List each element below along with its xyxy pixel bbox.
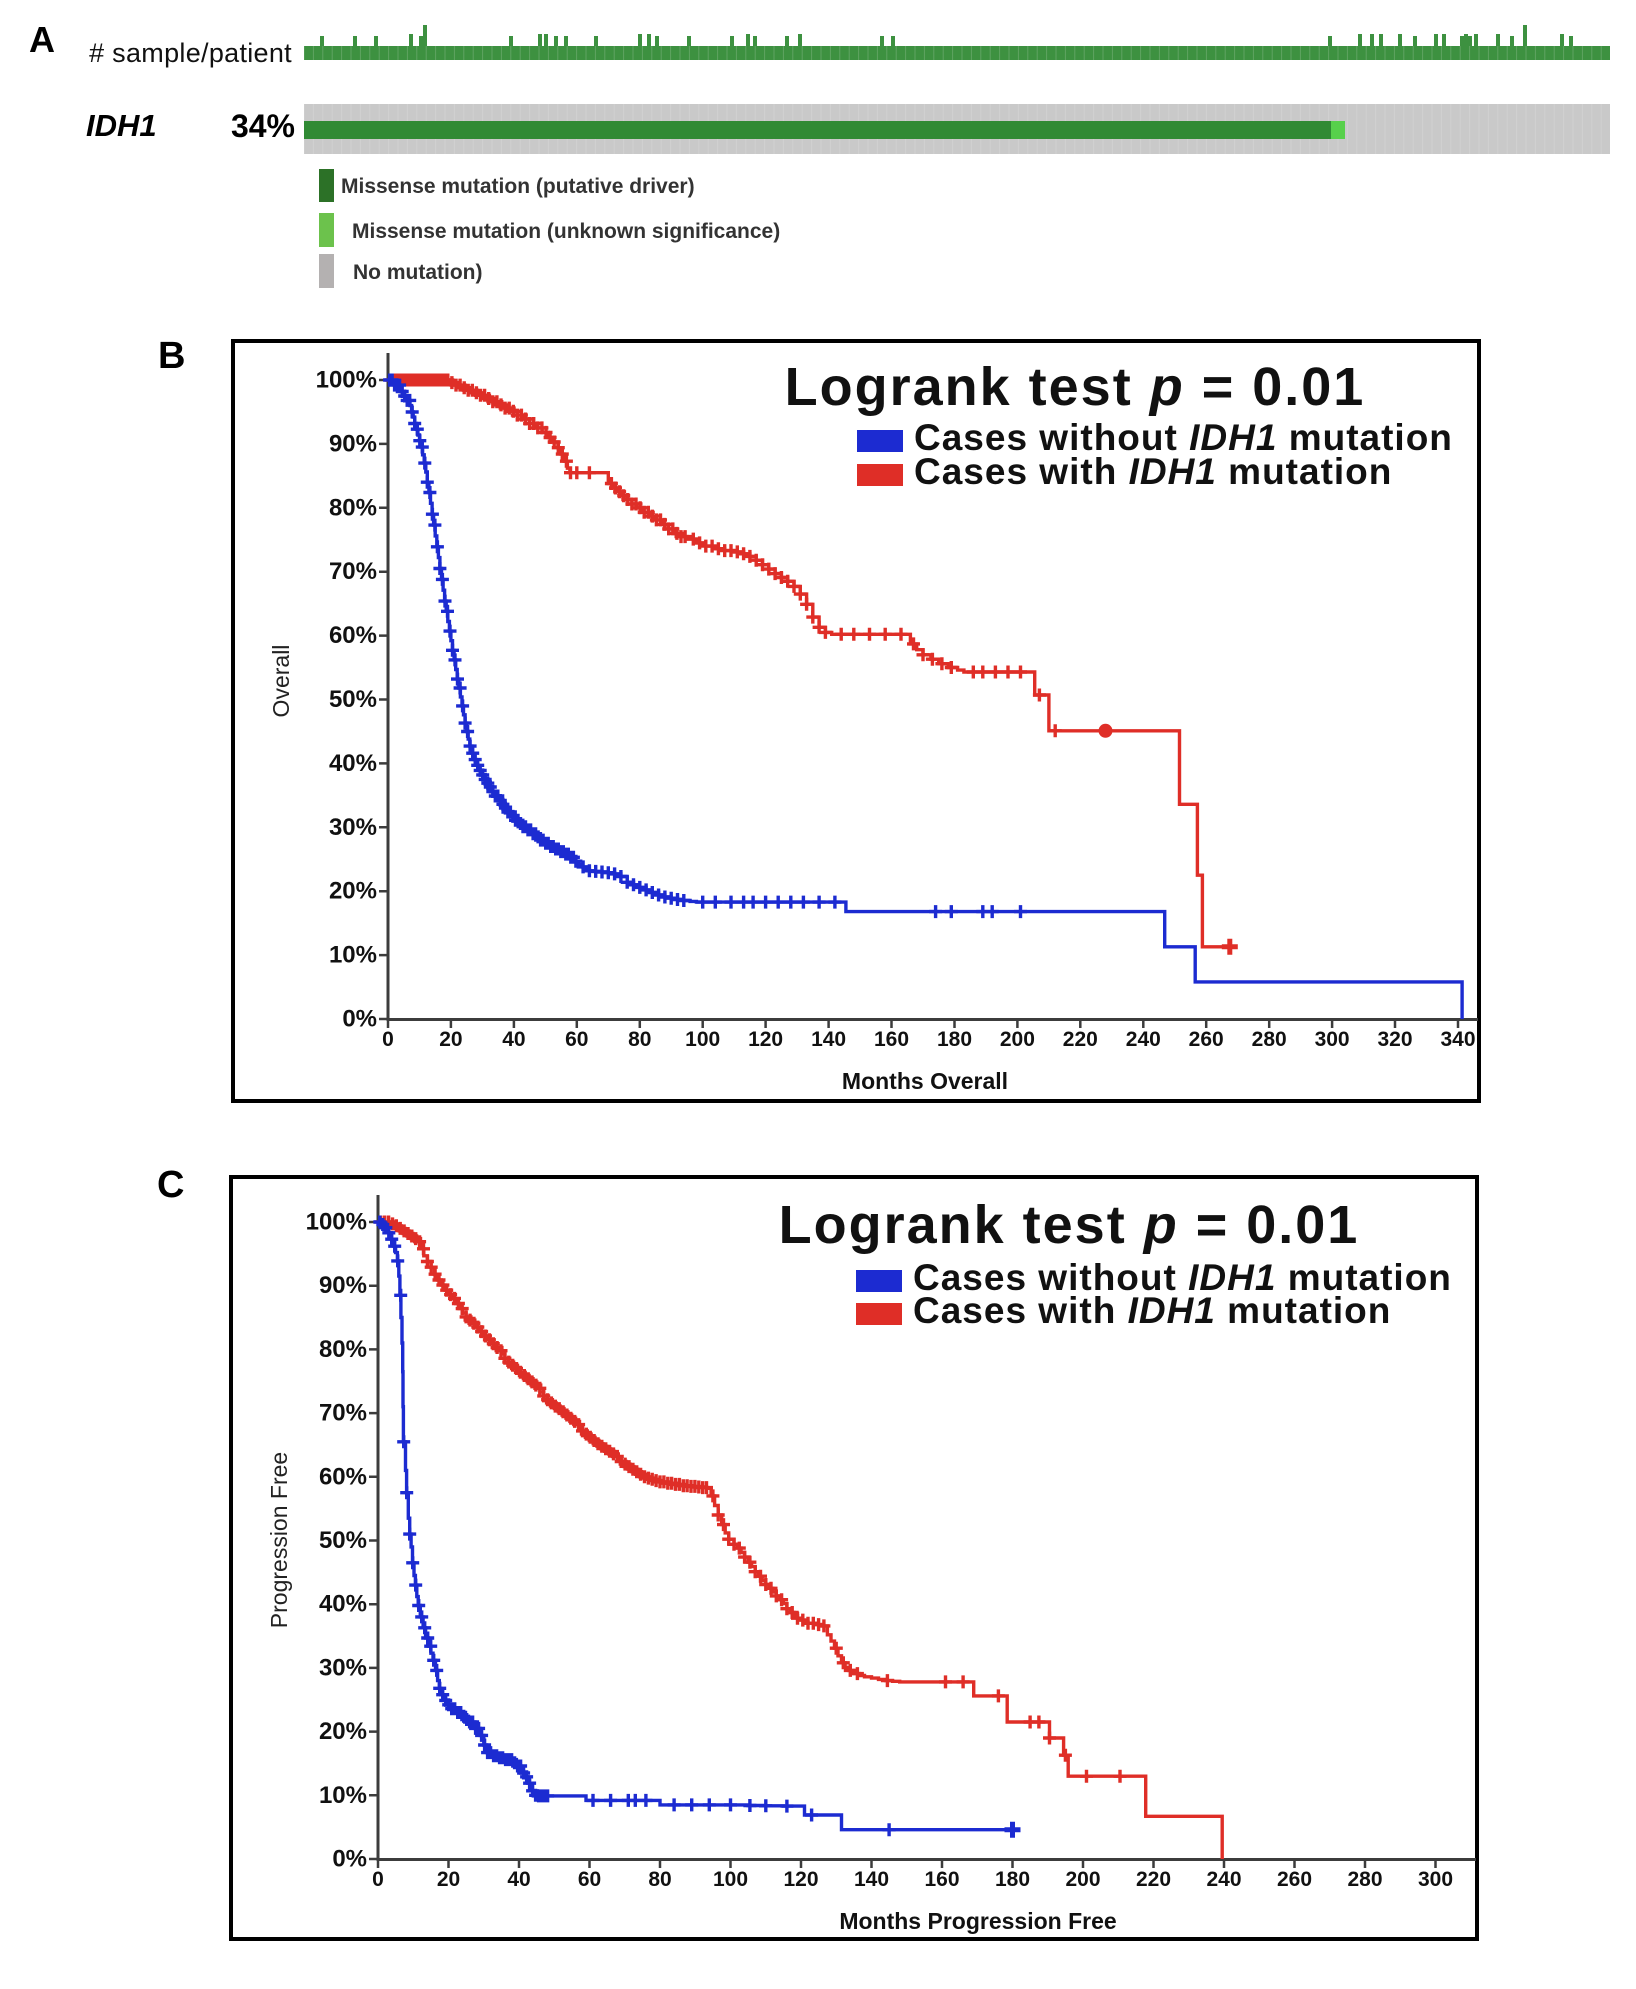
svg-text:80%: 80% (319, 1336, 367, 1363)
svg-text:10%: 10% (319, 1782, 367, 1809)
svg-text:Missense mutation (putative dr: Missense mutation (putative driver) (341, 175, 695, 198)
svg-text:60%: 60% (329, 622, 377, 649)
svg-text:100: 100 (685, 1028, 720, 1051)
svg-text:300: 300 (1315, 1028, 1350, 1051)
svg-text:260: 260 (1277, 1868, 1312, 1891)
svg-text:120: 120 (748, 1028, 783, 1051)
svg-text:240: 240 (1126, 1028, 1161, 1051)
svg-text:Logrank test p = 0.01: Logrank test p = 0.01 (785, 357, 1366, 417)
svg-text:20%: 20% (319, 1718, 367, 1745)
svg-text:140: 140 (854, 1868, 889, 1891)
svg-text:50%: 50% (319, 1527, 367, 1554)
svg-text:280: 280 (1347, 1868, 1382, 1891)
svg-text:260: 260 (1189, 1028, 1224, 1051)
svg-text:90%: 90% (319, 1272, 367, 1299)
svg-text:30%: 30% (329, 814, 377, 841)
svg-text:340: 340 (1440, 1028, 1475, 1051)
svg-text:Logrank test p = 0.01: Logrank test p = 0.01 (779, 1195, 1360, 1255)
svg-text:220: 220 (1063, 1028, 1098, 1051)
svg-text:30%: 30% (319, 1654, 367, 1681)
svg-text:280: 280 (1252, 1028, 1287, 1051)
svg-text:80%: 80% (329, 494, 377, 521)
svg-text:100%: 100% (316, 367, 377, 394)
svg-text:120: 120 (783, 1868, 818, 1891)
svg-text:A: A (29, 19, 55, 60)
svg-text:# sample/patient: # sample/patient (89, 38, 292, 68)
svg-text:200: 200 (1000, 1028, 1035, 1051)
svg-text:Months Progression Free: Months Progression Free (839, 1908, 1116, 1934)
svg-text:34%: 34% (231, 108, 295, 144)
svg-text:B: B (158, 335, 185, 377)
svg-text:60: 60 (578, 1868, 601, 1891)
svg-text:140: 140 (811, 1028, 846, 1051)
svg-text:180: 180 (995, 1868, 1030, 1891)
svg-text:Progression Free: Progression Free (266, 1452, 292, 1628)
svg-text:50%: 50% (329, 686, 377, 713)
svg-text:C: C (157, 1164, 184, 1206)
svg-text:100%: 100% (306, 1209, 367, 1236)
svg-text:Cases without IDH1 mutation: Cases without IDH1 mutation (914, 417, 1453, 458)
svg-text:160: 160 (924, 1868, 959, 1891)
svg-text:180: 180 (937, 1028, 972, 1051)
svg-text:40%: 40% (319, 1591, 367, 1618)
svg-text:70%: 70% (329, 558, 377, 585)
svg-text:Missense mutation (unknown sig: Missense mutation (unknown significance) (352, 220, 780, 243)
svg-text:Cases with IDH1 mutation: Cases with IDH1 mutation (914, 451, 1392, 492)
svg-text:80: 80 (628, 1028, 651, 1051)
svg-text:60%: 60% (319, 1463, 367, 1490)
svg-text:Overall: Overall (268, 645, 294, 718)
svg-text:240: 240 (1206, 1868, 1241, 1891)
svg-text:20: 20 (439, 1028, 462, 1051)
svg-text:80: 80 (648, 1868, 671, 1891)
svg-text:100: 100 (713, 1868, 748, 1891)
svg-text:40: 40 (502, 1028, 525, 1051)
svg-text:320: 320 (1377, 1028, 1412, 1051)
svg-text:0%: 0% (332, 1846, 367, 1873)
svg-text:220: 220 (1136, 1868, 1171, 1891)
svg-text:No mutation): No mutation) (353, 261, 482, 284)
svg-text:20: 20 (437, 1868, 460, 1891)
svg-text:160: 160 (874, 1028, 909, 1051)
svg-text:10%: 10% (329, 942, 377, 969)
svg-text:70%: 70% (319, 1400, 367, 1427)
svg-text:300: 300 (1418, 1868, 1453, 1891)
svg-text:40: 40 (507, 1868, 530, 1891)
svg-text:200: 200 (1065, 1868, 1100, 1891)
svg-text:0: 0 (372, 1868, 384, 1891)
svg-text:20%: 20% (329, 878, 377, 905)
svg-text:60: 60 (565, 1028, 588, 1051)
svg-text:90%: 90% (329, 430, 377, 457)
svg-text:40%: 40% (329, 750, 377, 777)
svg-text:0: 0 (382, 1028, 394, 1051)
svg-text:0%: 0% (342, 1006, 377, 1033)
svg-text:Cases with IDH1 mutation: Cases with IDH1 mutation (913, 1290, 1391, 1331)
svg-text:Months Overall: Months Overall (842, 1068, 1008, 1094)
svg-text:IDH1: IDH1 (86, 108, 157, 143)
svg-text:Cases without IDH1 mutation: Cases without IDH1 mutation (913, 1257, 1452, 1298)
